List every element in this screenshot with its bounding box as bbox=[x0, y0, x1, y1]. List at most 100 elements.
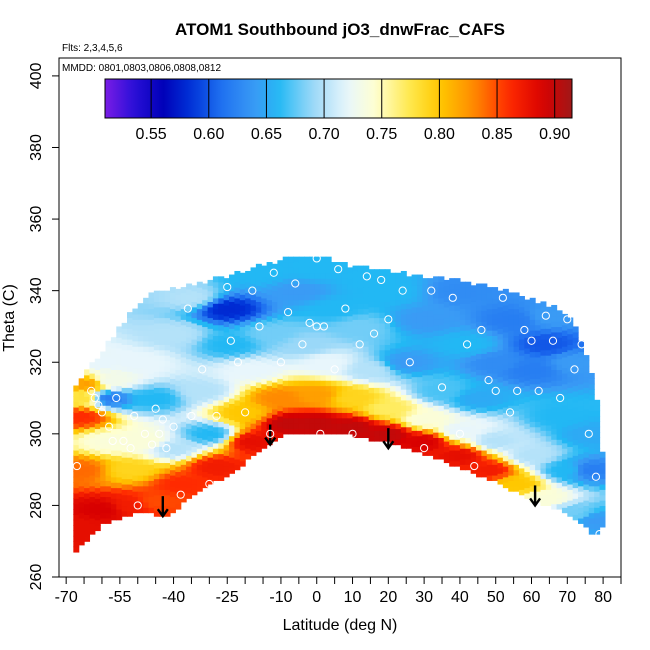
heat-cell bbox=[513, 389, 520, 396]
heat-cell bbox=[78, 480, 85, 487]
heat-cell bbox=[84, 492, 91, 499]
heat-cell bbox=[470, 435, 477, 442]
heat-cell bbox=[535, 394, 542, 401]
heat-cell bbox=[395, 369, 402, 376]
heat-cell bbox=[594, 453, 601, 460]
heat-cell bbox=[454, 364, 461, 370]
heat-cell bbox=[524, 347, 531, 354]
heat-cell bbox=[578, 362, 585, 369]
heat-cell bbox=[416, 306, 423, 313]
sample-marker bbox=[577, 340, 586, 349]
heat-cell bbox=[502, 310, 509, 317]
heat-cell bbox=[583, 414, 590, 421]
sample-marker bbox=[498, 293, 507, 302]
heat-cell bbox=[513, 442, 520, 449]
heat-cell bbox=[207, 457, 214, 464]
heat-cell bbox=[449, 439, 456, 446]
heat-cell bbox=[100, 469, 107, 476]
heat-cell bbox=[121, 333, 128, 340]
heat-cell bbox=[164, 398, 171, 404]
heat-cell bbox=[277, 405, 284, 412]
heat-cell bbox=[304, 353, 311, 360]
heat-cell bbox=[159, 398, 166, 404]
heat-cell bbox=[331, 417, 338, 424]
heat-cell bbox=[175, 471, 182, 478]
heat-cell bbox=[143, 405, 150, 412]
heat-cell bbox=[186, 439, 193, 446]
heat-cell bbox=[202, 374, 209, 381]
heat-cell bbox=[347, 417, 354, 424]
heat-cell bbox=[266, 326, 273, 333]
heat-cell bbox=[121, 387, 128, 394]
heat-cell bbox=[132, 421, 139, 428]
heat-cell bbox=[599, 457, 606, 464]
heat-cell bbox=[578, 501, 585, 508]
heat-cell bbox=[368, 435, 375, 442]
heat-cell bbox=[105, 346, 112, 353]
heat-cell bbox=[481, 401, 488, 408]
heat-cell bbox=[497, 467, 504, 474]
heat-cell bbox=[561, 367, 568, 374]
heat-cell bbox=[357, 426, 364, 433]
heat-cell bbox=[320, 294, 327, 301]
heat-cell bbox=[379, 435, 386, 442]
heat-cell bbox=[266, 342, 273, 349]
heat-cell bbox=[395, 288, 402, 295]
heat-cell bbox=[529, 399, 536, 406]
sample-marker bbox=[484, 376, 493, 385]
heat-cell bbox=[583, 473, 590, 480]
heat-cell bbox=[492, 356, 499, 363]
heat-cell bbox=[207, 440, 214, 447]
heat-cell bbox=[261, 362, 268, 369]
heat-cell bbox=[100, 453, 107, 460]
heat-cell bbox=[191, 424, 198, 431]
heat-cell bbox=[422, 278, 429, 285]
heat-cell bbox=[245, 287, 252, 294]
heat-cell bbox=[196, 330, 203, 336]
heat-cell bbox=[127, 446, 133, 453]
heat-cell bbox=[363, 330, 370, 336]
heat-cell bbox=[266, 380, 273, 387]
heat-cell bbox=[127, 478, 133, 485]
heat-cell bbox=[331, 401, 338, 408]
heat-cell bbox=[508, 480, 515, 487]
heat-cell bbox=[427, 347, 434, 354]
heat-cell bbox=[470, 328, 477, 335]
heat-cell bbox=[347, 347, 354, 354]
heat-cell bbox=[427, 304, 434, 311]
heat-cell bbox=[180, 383, 187, 390]
heat-cell bbox=[433, 405, 440, 412]
heat-cell bbox=[223, 369, 230, 376]
heat-cell bbox=[245, 351, 252, 358]
heat-cell bbox=[561, 356, 568, 363]
heat-cell bbox=[336, 369, 343, 376]
heat-cell bbox=[73, 535, 80, 542]
heat-cell bbox=[508, 330, 515, 336]
heat-cell bbox=[132, 464, 139, 471]
heat-cell bbox=[572, 396, 579, 403]
heat-cell bbox=[164, 424, 171, 431]
heat-cell bbox=[406, 319, 413, 326]
heat-cell bbox=[304, 315, 311, 322]
heat-cell bbox=[422, 439, 429, 446]
heat-cell bbox=[588, 523, 595, 530]
heat-cell bbox=[481, 288, 488, 295]
heat-cell bbox=[127, 419, 133, 426]
heat-cell bbox=[320, 315, 327, 322]
heat-cell bbox=[497, 414, 504, 421]
heat-cell bbox=[175, 412, 182, 419]
heat-cell bbox=[336, 267, 343, 274]
heat-cell bbox=[508, 415, 515, 422]
heat-cell bbox=[545, 451, 552, 458]
heat-cell bbox=[492, 297, 499, 304]
heat-cell bbox=[245, 303, 252, 310]
heat-cell bbox=[127, 387, 133, 394]
heat-cell bbox=[556, 401, 563, 408]
heat-cell bbox=[508, 335, 515, 342]
heat-cell bbox=[352, 389, 359, 396]
heat-cell bbox=[105, 507, 112, 514]
heat-cell bbox=[524, 396, 531, 403]
heat-cell bbox=[73, 508, 80, 515]
heat-cell bbox=[395, 272, 402, 279]
heat-cell bbox=[492, 394, 499, 401]
